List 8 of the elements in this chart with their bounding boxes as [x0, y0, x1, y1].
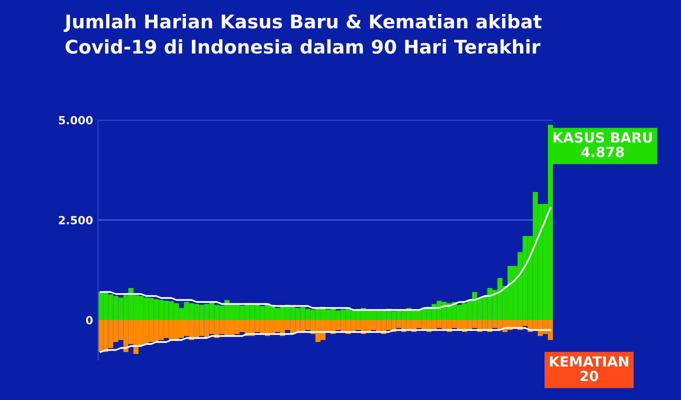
y-tick-label: 5.000 — [58, 116, 93, 124]
y-tick-label: 2.500 — [58, 216, 93, 224]
text: KASUS BARU 4.878 — [553, 132, 652, 158]
y-tick-label: 0 — [86, 316, 93, 324]
annotation: KEMATIAN 20 — [550, 356, 628, 382]
line-series — [100, 327, 552, 353]
chart-title: Jumlah Harian Kasus Baru & Kematian akibat Covid-19 di Indonesia dalam 90 Hari Terakhir — [64, 14, 542, 54]
line-series — [100, 207, 552, 311]
